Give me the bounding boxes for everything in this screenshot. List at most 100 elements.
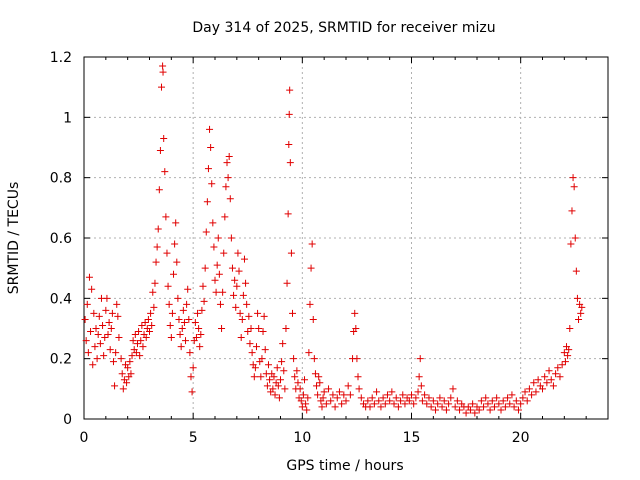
data-point xyxy=(264,361,272,369)
data-point xyxy=(101,334,109,342)
data-point xyxy=(333,394,341,402)
data-point xyxy=(224,174,232,182)
data-point xyxy=(438,403,446,411)
data-point xyxy=(88,285,96,293)
data-point xyxy=(228,264,236,272)
data-point xyxy=(277,376,284,384)
data-point xyxy=(285,140,293,148)
data-point xyxy=(275,394,283,402)
y-tick-label: 1.2 xyxy=(50,50,72,66)
data-point xyxy=(311,370,319,378)
data-point xyxy=(565,346,573,354)
data-point xyxy=(250,373,258,381)
x-tick-label: 5 xyxy=(189,430,198,446)
data-point xyxy=(416,355,424,363)
data-point xyxy=(221,213,229,221)
data-points xyxy=(81,62,586,417)
data-point xyxy=(397,397,405,405)
data-point xyxy=(216,300,224,308)
data-point xyxy=(219,288,227,296)
data-point xyxy=(392,394,400,402)
data-point xyxy=(185,315,193,323)
data-point xyxy=(148,321,156,329)
data-point xyxy=(266,376,274,384)
data-point xyxy=(170,270,178,278)
data-point xyxy=(390,400,398,408)
data-point xyxy=(233,282,241,290)
data-point xyxy=(213,261,221,269)
data-point xyxy=(325,385,333,393)
data-point xyxy=(242,279,250,287)
data-point xyxy=(366,403,374,411)
data-point xyxy=(177,343,185,351)
data-point xyxy=(547,376,555,384)
data-point xyxy=(85,273,93,281)
data-point xyxy=(558,361,566,369)
y-tick-label: 1 xyxy=(63,110,72,126)
data-point xyxy=(432,406,440,414)
data-point xyxy=(168,309,176,317)
data-point xyxy=(204,165,212,173)
data-point xyxy=(340,391,348,399)
data-point xyxy=(243,300,251,308)
data-point xyxy=(139,343,147,351)
y-tick-label: 0.4 xyxy=(50,291,72,307)
data-point xyxy=(174,294,182,302)
data-point xyxy=(320,388,328,396)
data-point xyxy=(222,183,230,191)
data-point xyxy=(304,394,312,402)
data-point xyxy=(573,294,581,302)
data-point xyxy=(355,385,363,393)
data-point xyxy=(248,349,256,357)
data-point xyxy=(108,309,116,317)
data-point xyxy=(87,328,95,336)
data-point xyxy=(399,391,407,399)
data-point xyxy=(150,303,158,311)
data-point xyxy=(388,388,396,396)
data-point xyxy=(106,346,114,354)
data-point xyxy=(469,400,477,408)
data-point xyxy=(421,391,429,399)
data-point xyxy=(445,400,453,408)
data-point xyxy=(271,391,279,399)
x-axis-label: GPS time / hours xyxy=(286,458,403,474)
data-point xyxy=(167,334,175,342)
data-point xyxy=(214,234,222,242)
data-point xyxy=(290,355,298,363)
data-point xyxy=(484,400,492,408)
data-point xyxy=(188,388,196,396)
data-point xyxy=(364,397,372,405)
data-point xyxy=(549,382,557,390)
data-point xyxy=(282,325,290,332)
data-point xyxy=(132,349,140,357)
data-point xyxy=(383,391,391,399)
data-point xyxy=(475,406,483,414)
data-point xyxy=(197,331,205,339)
data-point xyxy=(301,376,309,384)
data-point xyxy=(451,403,459,411)
data-point xyxy=(252,343,260,351)
data-point xyxy=(294,379,302,387)
data-point xyxy=(543,379,551,387)
data-point xyxy=(208,180,216,188)
data-point xyxy=(144,315,152,323)
data-point xyxy=(182,337,190,345)
data-point xyxy=(212,288,220,296)
data-point xyxy=(152,258,160,266)
data-point xyxy=(302,400,310,408)
data-point xyxy=(453,397,461,405)
data-point xyxy=(560,349,568,357)
data-point xyxy=(183,300,191,308)
data-point xyxy=(434,400,442,408)
data-point xyxy=(534,376,542,384)
data-point xyxy=(128,352,136,360)
data-point xyxy=(126,358,134,366)
data-point xyxy=(201,264,209,272)
data-point xyxy=(354,373,362,381)
data-point xyxy=(161,168,169,176)
axis-ticks xyxy=(83,56,608,420)
data-point xyxy=(100,352,108,360)
data-point xyxy=(545,367,553,375)
data-point xyxy=(90,309,98,317)
data-point xyxy=(239,291,247,299)
